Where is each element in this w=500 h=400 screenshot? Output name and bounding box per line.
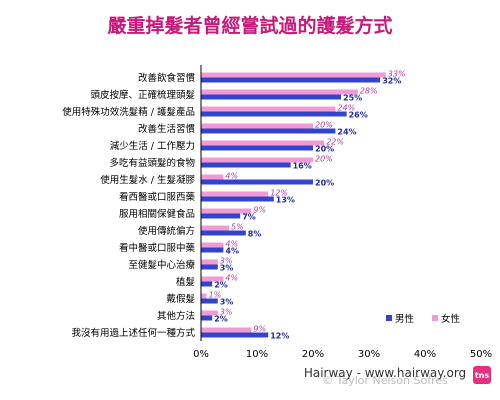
tns-logo-box bbox=[473, 366, 491, 384]
data-label-female: 5% bbox=[231, 223, 244, 232]
bar-female bbox=[201, 191, 269, 197]
bar-female bbox=[201, 242, 224, 248]
data-label-female: 1% bbox=[209, 291, 222, 300]
bar-male bbox=[201, 179, 313, 185]
data-label-female: 24% bbox=[337, 104, 355, 113]
data-label-male: 16% bbox=[293, 162, 312, 171]
bar-female bbox=[201, 225, 229, 231]
data-label-male: 4% bbox=[225, 247, 239, 256]
bar-male bbox=[201, 128, 336, 134]
bar-female bbox=[201, 259, 218, 265]
data-label-female: 20% bbox=[315, 121, 333, 130]
x-tick-label: 10% bbox=[246, 349, 268, 360]
data-label-female: 3% bbox=[220, 308, 233, 317]
legend: 男性 女性 bbox=[386, 313, 461, 325]
category-label: 至健髮中心治療 bbox=[128, 259, 195, 271]
data-label-male: 3% bbox=[220, 298, 234, 307]
data-label-male: 26% bbox=[349, 111, 368, 120]
bar-male bbox=[201, 247, 224, 253]
legend-swatch-male bbox=[386, 315, 392, 321]
data-label-female: 9% bbox=[253, 206, 266, 215]
data-label-male: 2% bbox=[214, 315, 228, 324]
watermark: © Taylor Nelson Sofres Hairway - www.hai… bbox=[304, 366, 491, 387]
bar-male bbox=[201, 145, 313, 151]
bar-male bbox=[201, 162, 291, 168]
bar-female bbox=[201, 327, 252, 333]
category-label: 看西醫或口服西藥 bbox=[119, 191, 196, 203]
bar-female bbox=[201, 140, 325, 146]
bar-female bbox=[201, 174, 224, 180]
tns-logo-text: tns bbox=[475, 371, 490, 380]
category-label: 使用生髮水 / 生髮凝膠 bbox=[100, 174, 195, 186]
chart-title: 嚴重掉髮者曾經嘗試過的護髮方式 bbox=[107, 14, 392, 37]
bar-female bbox=[201, 72, 386, 78]
bar-female bbox=[201, 157, 313, 163]
bar-male bbox=[201, 281, 213, 287]
bar-female bbox=[201, 276, 224, 282]
data-label-male: 3% bbox=[220, 264, 234, 273]
bar-male bbox=[201, 315, 213, 321]
data-label-male: 20% bbox=[315, 145, 334, 154]
data-label-male: 2% bbox=[214, 281, 228, 290]
data-label-male: 12% bbox=[270, 332, 289, 341]
category-label: 植髮 bbox=[176, 276, 196, 288]
bar-female bbox=[201, 106, 336, 112]
bar-female bbox=[201, 293, 207, 299]
data-label-male: 32% bbox=[382, 77, 401, 86]
data-label-male: 8% bbox=[248, 230, 262, 239]
x-tick-label: 20% bbox=[302, 349, 324, 360]
x-tick-label: 50% bbox=[470, 349, 492, 360]
category-label: 改善飲食習慣 bbox=[138, 72, 196, 84]
data-label-female: 9% bbox=[253, 325, 266, 334]
legend-swatch-female bbox=[432, 315, 438, 321]
category-label: 使用特殊功效洗髮精 / 護髮產品 bbox=[62, 106, 195, 118]
legend-label-female: 女性 bbox=[441, 313, 461, 325]
category-label: 減少生活 / 工作壓力 bbox=[110, 140, 195, 152]
bar-male bbox=[201, 264, 218, 270]
x-tick-label: 40% bbox=[414, 349, 436, 360]
category-label: 服用相關保健食品 bbox=[119, 208, 195, 220]
category-label: 使用傳統偏方 bbox=[138, 225, 195, 237]
bar-male bbox=[201, 298, 218, 304]
category-label: 我沒有用過上述任何一種方式 bbox=[71, 327, 195, 339]
bar-male bbox=[201, 111, 347, 117]
bar-female bbox=[201, 208, 252, 214]
data-label-female: 20% bbox=[315, 155, 333, 164]
bar-male bbox=[201, 196, 274, 202]
category-label: 看中醫或口服中藥 bbox=[119, 242, 196, 254]
data-label-female: 4% bbox=[225, 172, 238, 181]
data-label-female: 33% bbox=[388, 70, 406, 79]
data-label-female: 12% bbox=[270, 189, 288, 198]
data-label-female: 3% bbox=[220, 257, 233, 266]
faint-copyright: © Taylor Nelson Sofres bbox=[322, 374, 448, 387]
data-label-female: 4% bbox=[225, 240, 238, 249]
data-label-female: 28% bbox=[360, 87, 378, 96]
x-tick-label: 30% bbox=[358, 349, 380, 360]
bar-male bbox=[201, 230, 246, 236]
category-label: 戴假髮 bbox=[166, 293, 195, 305]
bar-female bbox=[201, 123, 313, 129]
category-label: 其他方法 bbox=[157, 310, 195, 322]
data-label-male: 24% bbox=[337, 128, 356, 137]
legend-label-male: 男性 bbox=[395, 313, 415, 325]
data-label-male: 20% bbox=[315, 179, 334, 188]
plot-area: 改善飲食習慣 33%32% 頭皮按摩、正確梳理頭髮 28%25% 使用特殊功效洗髮精 /… bbox=[62, 65, 492, 360]
data-label-female: 22% bbox=[326, 138, 344, 147]
data-label-female: 4% bbox=[225, 274, 238, 283]
category-label: 多吃有益頭髮的食物 bbox=[109, 157, 195, 169]
bar-male bbox=[201, 213, 241, 219]
bar-female bbox=[201, 310, 218, 316]
site-watermark: Hairway - www.hairway.org bbox=[304, 366, 466, 380]
category-label: 改善生活習慣 bbox=[138, 123, 196, 135]
bar-male bbox=[201, 332, 269, 338]
data-label-male: 13% bbox=[276, 196, 295, 205]
category-label: 頭皮按摩、正確梳理頭髮 bbox=[90, 89, 195, 101]
bar-male bbox=[201, 94, 341, 100]
data-label-male: 7% bbox=[242, 213, 256, 222]
bar-female bbox=[201, 89, 358, 95]
data-label-male: 25% bbox=[343, 94, 362, 103]
bar-male bbox=[201, 77, 381, 83]
x-tick-label: 0% bbox=[193, 349, 209, 360]
